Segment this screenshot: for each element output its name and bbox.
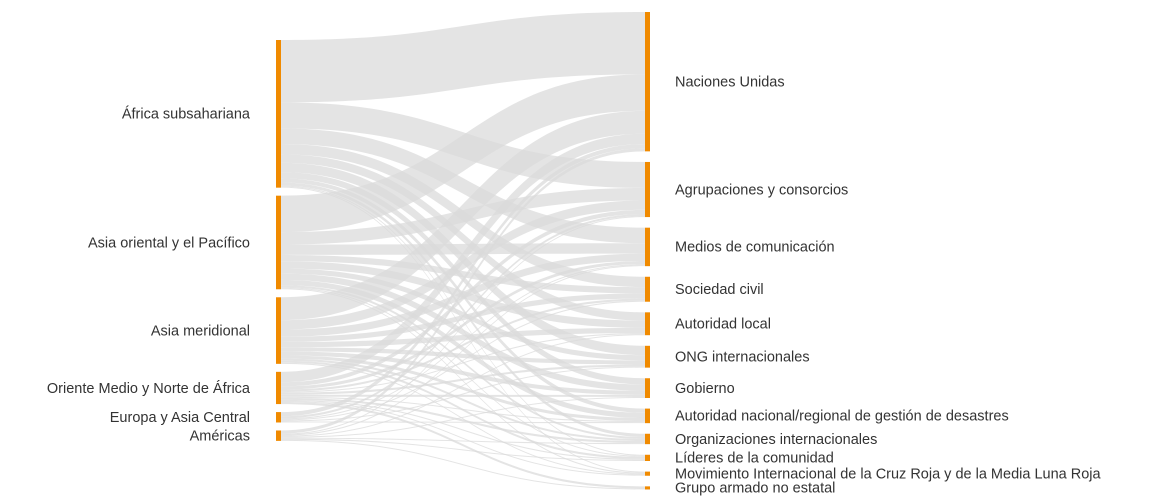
link xyxy=(281,133,645,383)
link xyxy=(281,298,645,392)
links xyxy=(281,12,645,490)
link xyxy=(281,148,645,434)
node-bar xyxy=(645,312,650,336)
node-label: Autoridad local xyxy=(675,317,771,333)
link xyxy=(281,293,645,342)
link xyxy=(281,334,645,437)
link xyxy=(281,285,645,439)
node-label: Agrupaciones y consorcios xyxy=(675,182,848,198)
node-label: Américas xyxy=(190,429,250,445)
node-bar xyxy=(276,371,281,405)
link xyxy=(281,144,645,417)
node-bar xyxy=(645,378,650,398)
node-bar xyxy=(645,276,650,302)
node-label: Asia oriental y el Pacífico xyxy=(88,235,250,251)
link xyxy=(281,439,645,490)
node-label: Naciones Unidas xyxy=(675,75,785,91)
link xyxy=(281,288,645,474)
link xyxy=(281,110,645,321)
link xyxy=(281,182,645,437)
node-label: Organizaciones internacionales xyxy=(675,432,877,448)
link xyxy=(281,402,645,489)
node-label: Gobierno xyxy=(675,381,735,397)
link xyxy=(281,364,645,395)
node-label: Medios de comunicación xyxy=(675,240,835,256)
node-bar xyxy=(645,345,650,368)
node-label: ONG internacionales xyxy=(675,350,810,366)
node-bar xyxy=(276,412,281,423)
link xyxy=(281,300,645,421)
node-bar xyxy=(645,408,650,424)
link xyxy=(281,74,645,233)
link xyxy=(281,273,645,391)
node-label: Autoridad nacional/regional de gestión d… xyxy=(675,409,1009,425)
node-bar xyxy=(645,161,650,218)
link xyxy=(281,397,645,444)
node-bar xyxy=(645,433,650,445)
node-label: Líderes de la comunidad xyxy=(675,451,834,467)
node-bar xyxy=(276,40,281,188)
node-bar xyxy=(645,486,650,490)
link xyxy=(281,366,645,422)
link xyxy=(281,185,645,456)
node-bar xyxy=(276,195,281,290)
node-bar xyxy=(645,454,650,461)
link xyxy=(281,333,645,393)
link xyxy=(281,216,645,435)
node-bar xyxy=(276,297,281,364)
link xyxy=(281,396,645,423)
link xyxy=(281,351,645,395)
link xyxy=(281,265,645,436)
node-label: Sociedad civil xyxy=(675,282,764,298)
link xyxy=(281,438,645,461)
link xyxy=(281,154,645,321)
link xyxy=(281,279,645,418)
link xyxy=(281,399,645,460)
node-label: África subsahariana xyxy=(122,106,251,123)
node-label: Movimiento Internacional de la Cruz Roja… xyxy=(675,467,1101,483)
node-label: Europa y Asia Central xyxy=(110,410,250,426)
link xyxy=(281,421,645,424)
link xyxy=(281,12,645,103)
node-label: Grupo armado no estatal xyxy=(675,481,835,497)
node-bar xyxy=(645,227,650,267)
node-bar xyxy=(645,12,650,152)
link xyxy=(281,394,645,397)
node-label: Oriente Medio y Norte de África xyxy=(47,380,251,397)
link xyxy=(281,200,645,330)
node-label: Asia meridional xyxy=(151,323,250,339)
link xyxy=(281,128,645,244)
link xyxy=(281,362,645,475)
node-bar xyxy=(276,430,281,441)
link xyxy=(281,209,645,387)
link xyxy=(281,268,645,361)
link xyxy=(281,400,645,476)
link xyxy=(281,355,645,422)
link xyxy=(281,396,645,438)
link xyxy=(281,437,645,445)
link xyxy=(281,243,645,255)
node-bar xyxy=(645,471,650,476)
link xyxy=(281,264,645,420)
link xyxy=(281,358,645,442)
link xyxy=(281,253,645,337)
link xyxy=(281,327,645,348)
link xyxy=(281,213,645,419)
